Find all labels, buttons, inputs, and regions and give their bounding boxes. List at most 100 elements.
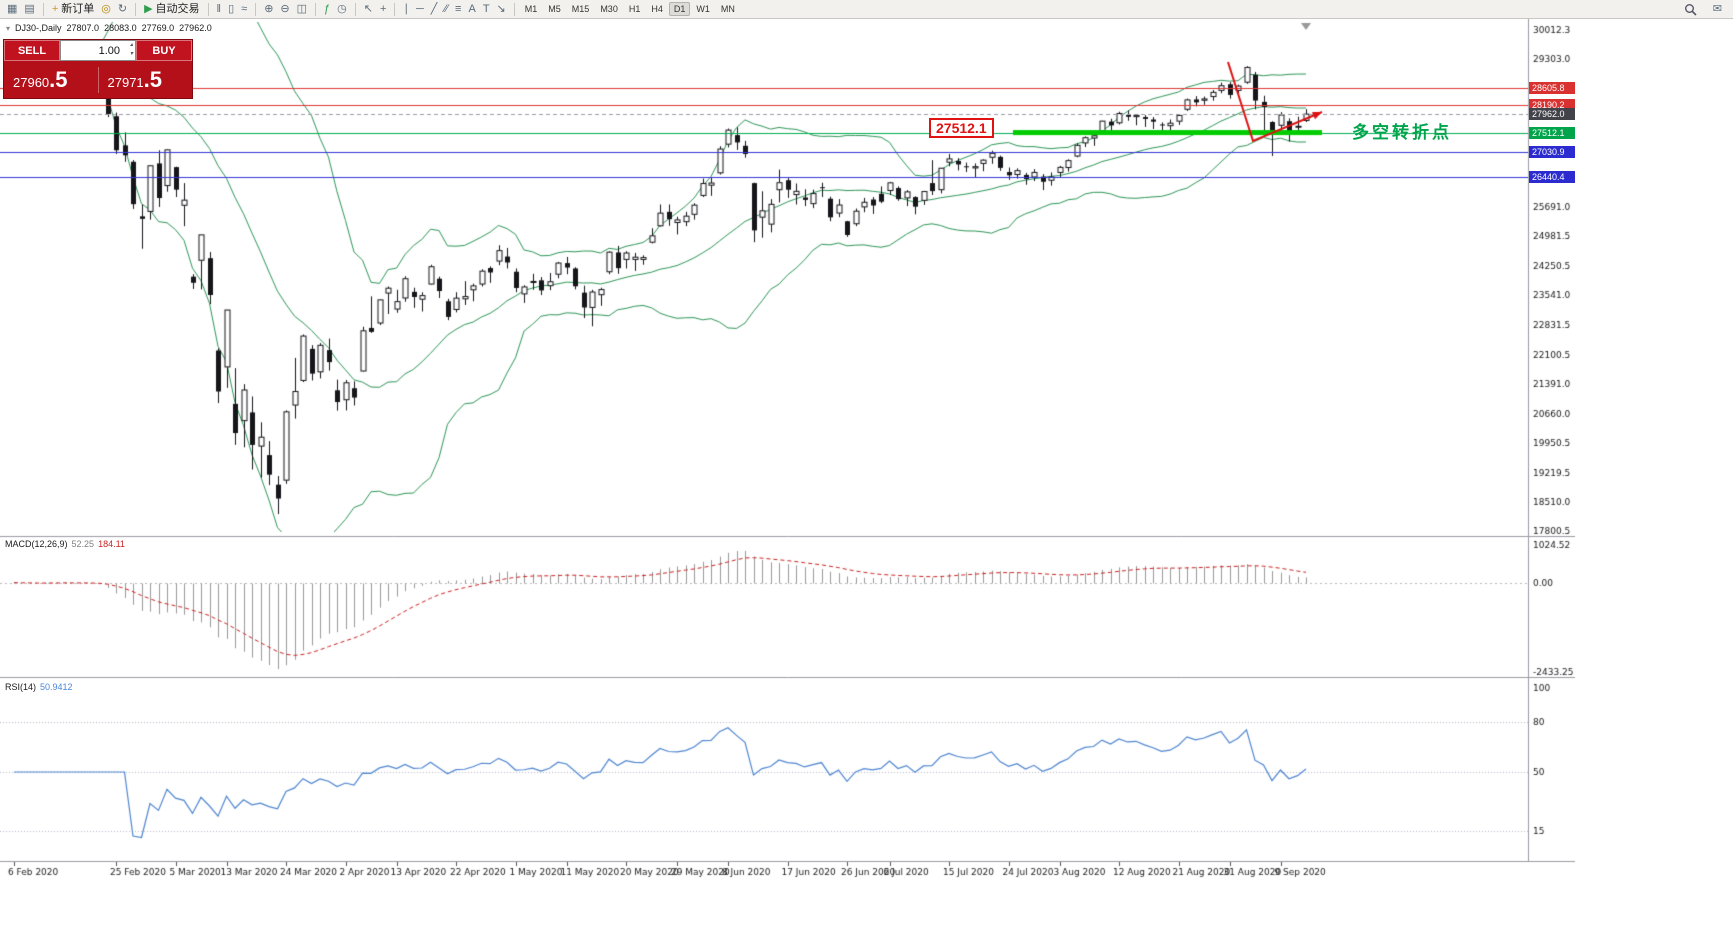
new-chart-icon: ▦ bbox=[7, 2, 18, 15]
zoom-in-icon[interactable]: ⊕ bbox=[261, 2, 276, 17]
toolbar-separator bbox=[354, 2, 356, 16]
refresh-icon[interactable]: ↻ bbox=[115, 2, 130, 17]
crosshair-icon[interactable]: + bbox=[377, 2, 389, 17]
candlestick-chart-icon[interactable]: ▯ bbox=[225, 2, 237, 17]
open-value: 27807.0 bbox=[66, 23, 100, 33]
toolbar-separator bbox=[207, 2, 209, 16]
macd-signal-value: 184.11 bbox=[98, 539, 125, 549]
rsi-name: RSI(14) bbox=[5, 682, 37, 692]
toolbar-separator bbox=[513, 2, 515, 16]
line-chart-icon: ≈ bbox=[241, 2, 248, 15]
buy-price[interactable]: 27971.5 bbox=[107, 66, 163, 92]
notifications-button[interactable]: ✉ bbox=[1710, 2, 1725, 17]
volume-field[interactable]: 1.00 ▴ ▾ bbox=[60, 40, 136, 61]
search-button[interactable] bbox=[1681, 2, 1700, 17]
line-chart-icon[interactable]: ≈ bbox=[238, 2, 250, 17]
volume-value: 1.00 bbox=[98, 44, 120, 57]
new-order-button-label: 新订单 bbox=[61, 2, 95, 15]
alarm-icon: ◷ bbox=[337, 2, 347, 15]
search-icon bbox=[1684, 3, 1697, 16]
timeframe-w1[interactable]: W1 bbox=[696, 4, 710, 14]
indicators-icon[interactable]: ƒ bbox=[321, 2, 333, 17]
toolbar-separator bbox=[135, 2, 137, 16]
chart-profiles-icon[interactable]: ▤ bbox=[21, 2, 37, 17]
symbol-period-label: DJ30-,Daily bbox=[15, 23, 62, 33]
price-line-badge: 28605.8 bbox=[1529, 81, 1575, 94]
price-line-badge: 27512.1 bbox=[1529, 126, 1575, 139]
trendline-icon[interactable]: ╱ bbox=[428, 2, 441, 17]
macd-label: MACD(12,26,9) 52.25 184.11 bbox=[5, 539, 125, 549]
sell-price[interactable]: 27960.5 bbox=[13, 66, 68, 92]
zoom-out-icon[interactable]: ⊖ bbox=[277, 2, 292, 17]
price-line-badge: 27962.0 bbox=[1529, 108, 1575, 121]
equidistant-channel-icon[interactable]: ∕∕ bbox=[441, 2, 451, 17]
zoom-out-icon: ⊖ bbox=[280, 2, 290, 15]
zoom-in-icon: ⊕ bbox=[264, 2, 274, 15]
text-label-icon[interactable]: T bbox=[480, 2, 493, 17]
auto-trading-button: ▶ bbox=[144, 2, 153, 15]
rsi-value: 50.9412 bbox=[40, 682, 73, 692]
volume-spinner[interactable]: ▴ ▾ bbox=[130, 41, 133, 59]
auto-trading-button-label: 自动交易 bbox=[155, 2, 200, 15]
equidistant-channel-icon: ∕∕ bbox=[444, 2, 449, 15]
price-line-badge: 27030.9 bbox=[1529, 146, 1575, 159]
toolbar-items: ▦ ▤ + 新订单 ◎ ↻ ▶ 自动交易 ‖ ▯ ≈ ⊕ ⊖ ◫ ƒ ◷ ↖ + ∣ ─ ╱ ∕∕ ≡ A T ↘ M1 M5 M15 M… bbox=[4, 2, 1677, 17]
timeframe-m30[interactable]: M30 bbox=[600, 4, 618, 14]
trade-buttons-row: SELL 1.00 ▴ ▾ BUY bbox=[4, 40, 192, 61]
bar-chart-icon[interactable]: ‖ bbox=[214, 2, 225, 17]
fibonacci-icon: ≡ bbox=[455, 2, 462, 15]
text-icon: A bbox=[468, 2, 476, 15]
horizontal-line-icon: ─ bbox=[415, 2, 424, 15]
auto-trading-button[interactable]: ▶ 自动交易 bbox=[141, 2, 202, 17]
arrows-icon: ↘ bbox=[496, 2, 506, 15]
trade-prices-row: 27960.5 27971.5 bbox=[4, 61, 192, 98]
fibonacci-icon[interactable]: ≡ bbox=[452, 2, 464, 17]
symbols-coin-icon[interactable]: ◎ bbox=[98, 2, 114, 17]
macd-main-value: 52.25 bbox=[71, 539, 95, 549]
toolbar-separator bbox=[42, 2, 44, 16]
timeframe-mn[interactable]: MN bbox=[720, 4, 735, 14]
bar-chart-icon: ‖ bbox=[216, 2, 222, 15]
timeframe-m5[interactable]: M5 bbox=[548, 4, 561, 14]
timeframe-m15[interactable]: M15 bbox=[571, 4, 590, 14]
tile-windows-icon[interactable]: ◫ bbox=[294, 2, 310, 17]
toolbar: ▦ ▤ + 新订单 ◎ ↻ ▶ 自动交易 ‖ ▯ ≈ ⊕ ⊖ ◫ ƒ ◷ ↖ + ∣ ─ ╱ ∕∕ ≡ A T ↘ M1 M5 M15 M… bbox=[0, 0, 1733, 19]
new-order-button[interactable]: + 新订单 bbox=[49, 2, 97, 17]
price-line-badge: 26440.4 bbox=[1529, 170, 1575, 183]
collapse-arrow-icon[interactable]: ▾ bbox=[6, 23, 11, 33]
refresh-icon: ↻ bbox=[117, 2, 128, 15]
cursor-icon[interactable]: ↖ bbox=[361, 2, 376, 17]
indicators-icon: ƒ bbox=[324, 2, 331, 15]
symbols-coin-icon: ◎ bbox=[101, 2, 111, 15]
new-chart-icon[interactable]: ▦ bbox=[4, 2, 20, 17]
support-price-annotation[interactable]: 27512.1 bbox=[929, 118, 994, 138]
one-click-trading-panel: SELL 1.00 ▴ ▾ BUY 27960.5 27971.5 bbox=[3, 39, 193, 99]
trendline-icon: ╱ bbox=[430, 2, 438, 15]
vertical-line-icon[interactable]: ∣ bbox=[400, 2, 412, 17]
horizontal-line-icon[interactable]: ─ bbox=[413, 2, 427, 17]
tile-windows-icon: ◫ bbox=[296, 2, 308, 15]
timeframe-m1[interactable]: M1 bbox=[524, 4, 538, 14]
low-value: 27769.0 bbox=[141, 23, 175, 33]
timeframe-h4[interactable]: H4 bbox=[651, 4, 663, 14]
spinner-up-icon[interactable]: ▴ bbox=[129, 42, 133, 48]
crosshair-icon: + bbox=[380, 2, 387, 15]
new-order-button: + bbox=[51, 2, 59, 15]
chart-info-line: ▾ DJ30-,Daily 27807.0 28083.0 27769.0 27… bbox=[6, 23, 212, 33]
close-value: 27962.0 bbox=[179, 23, 212, 33]
sell-button[interactable]: SELL bbox=[4, 40, 60, 61]
mail-icon: ✉ bbox=[1712, 2, 1722, 15]
timeframe-h1[interactable]: H1 bbox=[628, 4, 641, 14]
arrows-icon[interactable]: ↘ bbox=[494, 2, 509, 17]
buy-button[interactable]: BUY bbox=[136, 40, 192, 61]
price-divider bbox=[97, 66, 99, 93]
spinner-down-icon[interactable]: ▾ bbox=[129, 51, 133, 57]
toolbar-separator bbox=[394, 2, 396, 16]
alarm-icon[interactable]: ◷ bbox=[334, 2, 350, 17]
text-icon[interactable]: A bbox=[465, 2, 478, 17]
timeframe-d1[interactable]: D1 bbox=[668, 2, 691, 16]
turning-point-annotation[interactable]: 多空转折点 bbox=[1352, 123, 1452, 142]
cursor-icon: ↖ bbox=[363, 2, 373, 15]
